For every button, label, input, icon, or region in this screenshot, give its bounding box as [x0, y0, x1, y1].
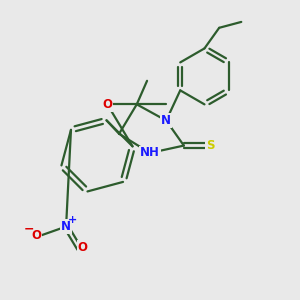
Text: O: O	[102, 98, 112, 111]
Text: N: N	[61, 220, 71, 233]
Text: +: +	[68, 215, 77, 225]
Text: NH: NH	[140, 146, 160, 159]
Text: −: −	[23, 222, 34, 236]
Text: S: S	[206, 139, 214, 152]
Text: O: O	[78, 241, 88, 254]
Text: N: N	[161, 114, 171, 127]
Text: O: O	[32, 229, 42, 242]
